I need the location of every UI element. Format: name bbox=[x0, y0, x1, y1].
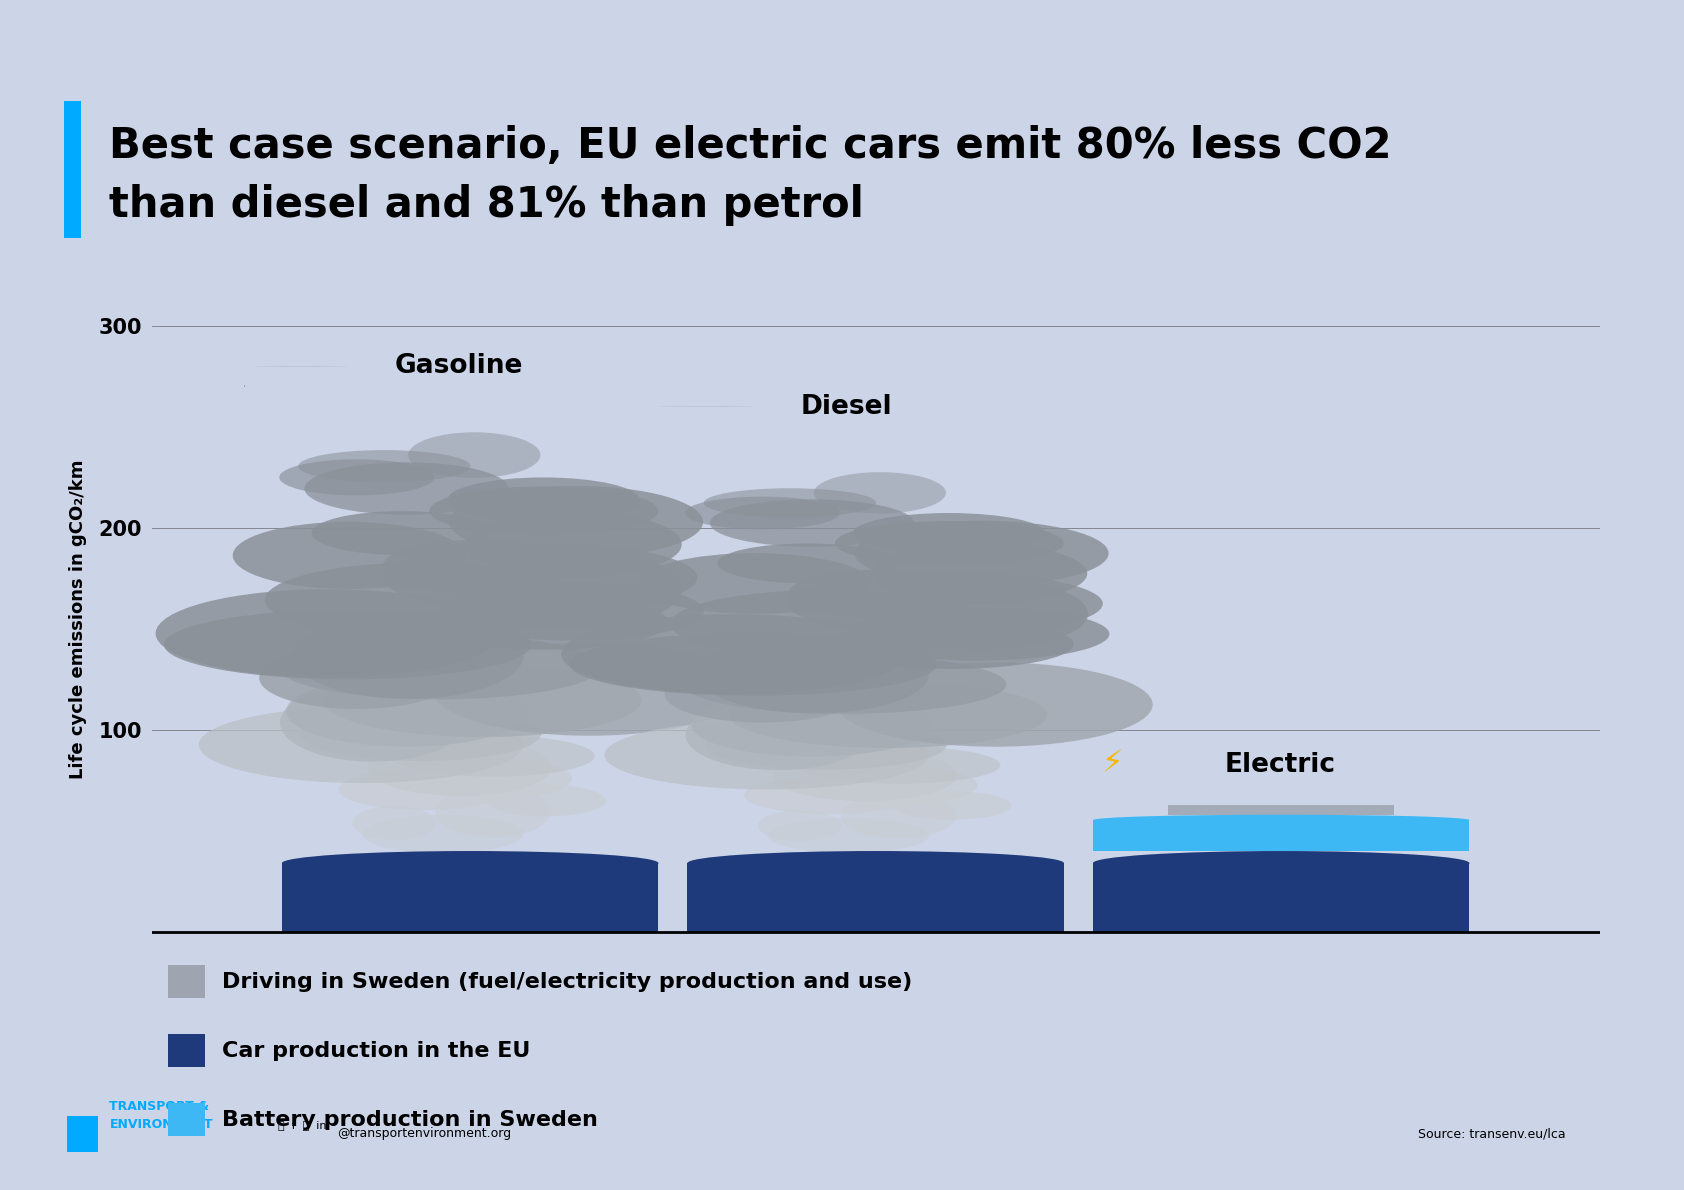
Ellipse shape bbox=[338, 769, 510, 810]
Ellipse shape bbox=[391, 735, 594, 777]
Ellipse shape bbox=[837, 663, 1152, 746]
Text: than diesel and 81% than petrol: than diesel and 81% than petrol bbox=[109, 184, 864, 226]
Ellipse shape bbox=[367, 739, 551, 796]
Ellipse shape bbox=[362, 815, 524, 853]
Text: Battery production in Sweden: Battery production in Sweden bbox=[222, 1110, 598, 1129]
Bar bbox=[281, 863, 658, 932]
Ellipse shape bbox=[264, 563, 571, 638]
Text: TRANSPORT &
ENVIRONMENT: TRANSPORT & ENVIRONMENT bbox=[109, 1101, 212, 1130]
Ellipse shape bbox=[448, 477, 640, 522]
Ellipse shape bbox=[854, 521, 1108, 585]
Ellipse shape bbox=[827, 766, 977, 803]
Ellipse shape bbox=[440, 582, 704, 640]
Ellipse shape bbox=[840, 793, 957, 839]
Ellipse shape bbox=[300, 707, 541, 762]
Ellipse shape bbox=[687, 851, 1064, 876]
Ellipse shape bbox=[813, 472, 946, 513]
Ellipse shape bbox=[323, 664, 642, 737]
Ellipse shape bbox=[835, 521, 1064, 565]
Ellipse shape bbox=[832, 619, 1074, 669]
Ellipse shape bbox=[685, 700, 871, 770]
Ellipse shape bbox=[382, 540, 569, 593]
Ellipse shape bbox=[788, 572, 1103, 635]
Ellipse shape bbox=[434, 787, 551, 837]
Ellipse shape bbox=[382, 543, 697, 613]
Ellipse shape bbox=[569, 633, 936, 696]
Ellipse shape bbox=[893, 791, 1012, 820]
Ellipse shape bbox=[744, 777, 916, 814]
Ellipse shape bbox=[280, 683, 465, 762]
Ellipse shape bbox=[305, 462, 509, 515]
Ellipse shape bbox=[278, 634, 601, 700]
Ellipse shape bbox=[466, 512, 682, 577]
Ellipse shape bbox=[232, 521, 465, 589]
Ellipse shape bbox=[312, 511, 493, 555]
Ellipse shape bbox=[293, 613, 524, 699]
Ellipse shape bbox=[298, 450, 470, 482]
Ellipse shape bbox=[665, 666, 861, 722]
Ellipse shape bbox=[431, 643, 748, 735]
Ellipse shape bbox=[874, 578, 1088, 650]
Ellipse shape bbox=[408, 432, 541, 478]
Ellipse shape bbox=[717, 544, 898, 583]
Ellipse shape bbox=[281, 851, 658, 876]
Text: Diesel: Diesel bbox=[800, 394, 893, 420]
Ellipse shape bbox=[605, 720, 930, 789]
Text: Car production in the EU: Car production in the EU bbox=[222, 1041, 530, 1060]
Bar bbox=[1093, 820, 1470, 851]
Ellipse shape bbox=[682, 654, 1007, 714]
Ellipse shape bbox=[468, 550, 682, 628]
Ellipse shape bbox=[845, 607, 1110, 660]
Ellipse shape bbox=[685, 496, 840, 530]
Ellipse shape bbox=[788, 570, 975, 618]
Ellipse shape bbox=[450, 486, 704, 558]
Text: Best case scenario, EU electric cars emit 80% less CO2: Best case scenario, EU electric cars emi… bbox=[109, 125, 1393, 167]
Text: 🐦  f  📷  in: 🐦 f 📷 in bbox=[278, 1121, 327, 1130]
Ellipse shape bbox=[286, 676, 527, 746]
Bar bbox=[1093, 863, 1470, 932]
Ellipse shape bbox=[758, 810, 842, 841]
Ellipse shape bbox=[729, 682, 1047, 747]
Ellipse shape bbox=[692, 693, 933, 757]
Ellipse shape bbox=[638, 553, 871, 614]
Ellipse shape bbox=[768, 819, 930, 853]
Ellipse shape bbox=[704, 488, 876, 518]
Ellipse shape bbox=[1093, 815, 1470, 826]
Ellipse shape bbox=[352, 806, 436, 840]
Ellipse shape bbox=[259, 647, 455, 709]
Ellipse shape bbox=[163, 609, 532, 679]
Text: @transportenvironment.org: @transportenvironment.org bbox=[337, 1127, 510, 1140]
Ellipse shape bbox=[155, 589, 500, 677]
Text: Gasoline: Gasoline bbox=[394, 353, 524, 380]
Ellipse shape bbox=[711, 500, 914, 546]
Ellipse shape bbox=[429, 487, 658, 536]
Text: ⚡: ⚡ bbox=[1101, 750, 1123, 778]
Ellipse shape bbox=[670, 590, 977, 658]
Text: Source: transenv.eu/lca: Source: transenv.eu/lca bbox=[1418, 1127, 1566, 1140]
Ellipse shape bbox=[1093, 851, 1470, 876]
Ellipse shape bbox=[426, 595, 669, 650]
Ellipse shape bbox=[280, 459, 434, 495]
Ellipse shape bbox=[852, 513, 1046, 553]
Ellipse shape bbox=[706, 720, 946, 770]
Ellipse shape bbox=[797, 746, 1000, 784]
Ellipse shape bbox=[697, 635, 930, 713]
Ellipse shape bbox=[872, 544, 1088, 603]
Text: Driving in Sweden (fuel/electricity production and use): Driving in Sweden (fuel/electricity prod… bbox=[222, 972, 913, 991]
Y-axis label: Life cycle emissions in gCO₂/km: Life cycle emissions in gCO₂/km bbox=[69, 459, 88, 778]
Bar bbox=[687, 863, 1064, 932]
Ellipse shape bbox=[773, 750, 957, 801]
Bar bbox=[1169, 804, 1394, 815]
Ellipse shape bbox=[561, 614, 906, 694]
Ellipse shape bbox=[421, 758, 573, 798]
Ellipse shape bbox=[487, 785, 606, 816]
Ellipse shape bbox=[199, 707, 524, 783]
Text: Electric: Electric bbox=[1224, 752, 1335, 778]
